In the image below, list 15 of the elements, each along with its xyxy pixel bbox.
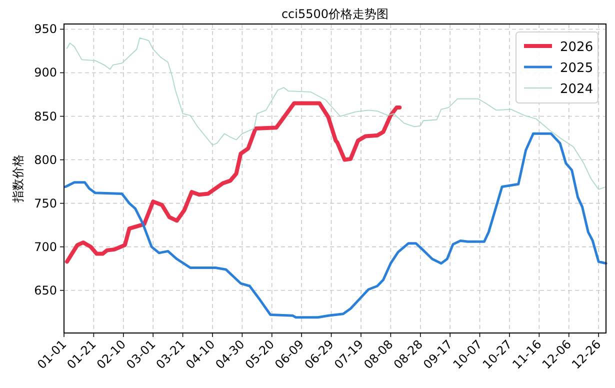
legend-label: 2026 (560, 40, 594, 55)
y-tick-label: 850 (34, 109, 57, 124)
chart-title: cci5500价格走势图 (281, 7, 389, 21)
y-axis-title: 指数价格 (11, 154, 25, 204)
y-tick-label: 800 (34, 152, 57, 167)
legend-label: 2025 (560, 61, 594, 76)
y-tick-label: 650 (34, 283, 57, 298)
legend-label: 2024 (560, 82, 594, 97)
line-series (64, 132, 608, 319)
y-tick-label: 700 (34, 240, 57, 254)
line-series (66, 37, 606, 190)
y-tick-label: 950 (34, 22, 57, 36)
line-series (64, 101, 402, 264)
y-tick-label: 750 (34, 196, 57, 210)
y-tick-label: 900 (34, 66, 57, 80)
